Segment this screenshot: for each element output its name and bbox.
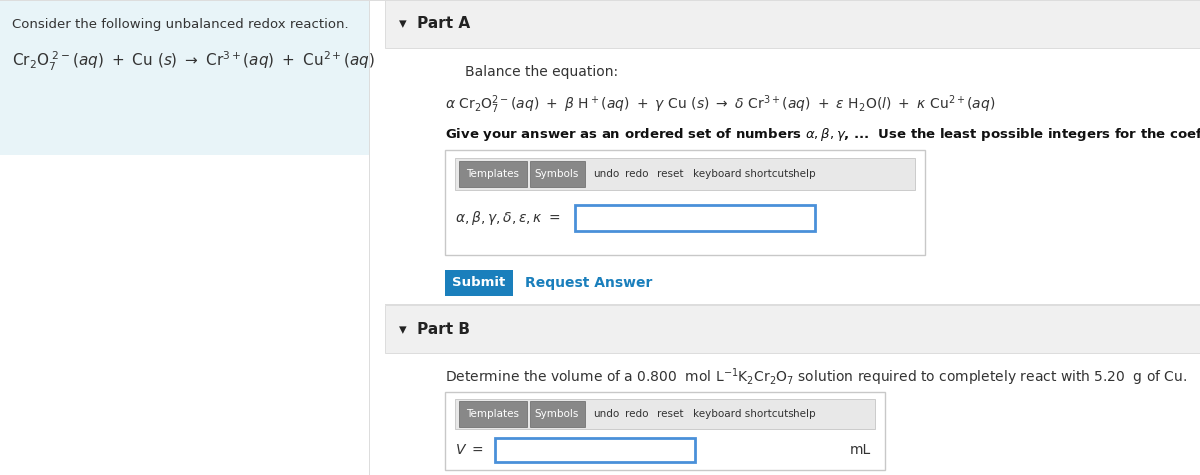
Text: Symbols: Symbols [535,409,580,419]
Text: Templates: Templates [467,169,520,179]
Text: Balance the equation:: Balance the equation: [466,65,618,79]
Text: $V\ =$: $V\ =$ [455,443,484,457]
Text: $\alpha\ \mathrm{Cr_2O_7^{2-}}(aq)\ +\ \beta\ \mathrm{H^+}(aq)\ +\ \gamma\ \math: $\alpha\ \mathrm{Cr_2O_7^{2-}}(aq)\ +\ \… [445,93,996,115]
Bar [530,161,586,187]
Text: redo: redo [625,169,648,179]
Bar [385,48,1200,65]
Bar [458,401,527,427]
Text: redo: redo [625,409,648,419]
Text: Symbols: Symbols [535,169,580,179]
Text: Request Answer: Request Answer [526,276,653,290]
Bar [0,0,1200,1]
Bar [530,401,586,427]
Bar [445,392,886,470]
Text: undo: undo [593,409,619,419]
Bar [445,150,925,255]
Text: undo: undo [593,169,619,179]
Text: Consider the following unbalanced redox reaction.: Consider the following unbalanced redox … [12,18,349,31]
Text: reset: reset [658,409,684,419]
Bar [496,438,695,462]
Bar [385,305,1200,353]
Text: Determine the volume of a 0.800  mol L$^{-1}$K$_2$Cr$_2$O$_7$ solution required : Determine the volume of a 0.800 mol L$^{… [445,366,1187,388]
Bar [385,304,1200,305]
Bar [385,0,1200,48]
Text: keyboard shortcuts: keyboard shortcuts [694,409,793,419]
Text: help: help [793,169,816,179]
Bar [0,0,370,155]
Text: Templates: Templates [467,409,520,419]
Text: keyboard shortcuts: keyboard shortcuts [694,169,793,179]
Bar [385,0,1200,475]
Text: ▾  Part A: ▾ Part A [398,17,470,31]
Bar [455,399,875,429]
Bar [455,158,916,190]
Bar [458,161,527,187]
Text: reset: reset [658,169,684,179]
Text: help: help [793,409,816,419]
Text: mL: mL [850,443,871,457]
Bar [575,205,815,231]
Text: $\alpha, \beta, \gamma, \delta, \epsilon, \kappa\ =$: $\alpha, \beta, \gamma, \delta, \epsilon… [455,209,560,227]
Text: $\mathrm{Cr_2O_7^{\ 2-}}(aq)\ +\ \mathrm{Cu}\ (s)\ \rightarrow\ \mathrm{Cr^{3+}}: $\mathrm{Cr_2O_7^{\ 2-}}(aq)\ +\ \mathrm… [12,50,374,73]
Text: Give your answer as an ordered set of numbers $\alpha, \beta, \gamma$, ...  Use : Give your answer as an ordered set of nu… [445,126,1200,143]
Text: ▾  Part B: ▾ Part B [398,322,470,336]
Text: Submit: Submit [452,276,505,289]
Bar [445,270,514,296]
